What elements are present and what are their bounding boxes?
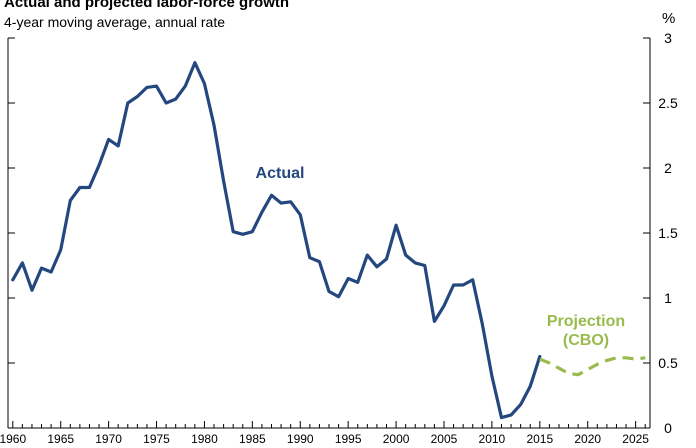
y-tick-label: 3 xyxy=(664,30,672,46)
y-tick-label: 2.5 xyxy=(658,95,678,111)
x-tick-label: 2015 xyxy=(526,432,553,446)
chart-title: Actual and projected labor-force growth xyxy=(4,0,290,11)
axes: 0 0.5 1 1.5 2 2.5 3 1960 1965 1970 1975 1980 1985 199… xyxy=(0,30,678,446)
x-tick-label: 2005 xyxy=(431,432,458,446)
x-tick-label: 1990 xyxy=(287,432,314,446)
chart-subtitle: 4-year moving average, annual rate xyxy=(4,14,226,30)
y-tick-label: 1 xyxy=(664,290,672,306)
x-tick-label: 2020 xyxy=(574,432,601,446)
y-tick-label: 0.5 xyxy=(658,355,678,371)
series-line-projection xyxy=(539,356,646,377)
x-tick-label: 1970 xyxy=(95,432,122,446)
x-tick-label: 1975 xyxy=(143,432,170,446)
annotation-projection: Projection xyxy=(547,313,625,330)
y-tick-label: 1.5 xyxy=(658,225,678,241)
x-tick-label: 1960 xyxy=(0,432,26,446)
x-tick-label: 2000 xyxy=(383,432,410,446)
y-tick-label: 0 xyxy=(664,420,672,436)
series-line-actual xyxy=(11,61,542,420)
series-layer xyxy=(11,61,646,420)
y-axis-unit-label: % xyxy=(662,10,676,27)
x-tick-label: 1985 xyxy=(239,432,266,446)
x-tick-label: 1980 xyxy=(191,432,218,446)
annotation-actual: Actual xyxy=(256,165,305,182)
annotation-projection-cbo: (CBO) xyxy=(563,332,609,349)
x-tick-label: 1965 xyxy=(47,432,74,446)
y-tick-label: 2 xyxy=(664,160,672,176)
x-tick-label: 1995 xyxy=(335,432,362,446)
x-tick-label: 2010 xyxy=(479,432,506,446)
x-tick-label: 2025 xyxy=(622,432,649,446)
